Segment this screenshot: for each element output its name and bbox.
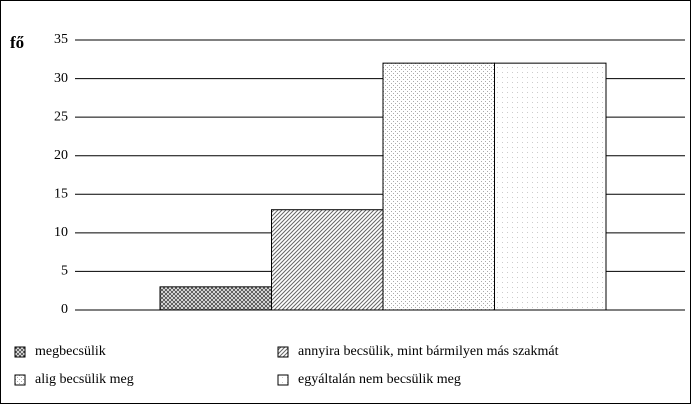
y-tick-label: 25	[54, 109, 68, 124]
y-tick-label: 20	[54, 148, 68, 163]
y-tick-label: 15	[54, 187, 68, 202]
bar	[159, 286, 272, 311]
y-tick-label: 10	[54, 225, 68, 240]
bar	[271, 209, 384, 311]
y-axis-label: fő	[10, 33, 25, 52]
legend-label: annyira becsülik, mint bármilyen más sza…	[298, 344, 559, 359]
bar	[382, 62, 495, 311]
legend-label: alig becsülik meg	[35, 372, 134, 387]
legend-swatch	[14, 374, 26, 386]
legend-label: egyáltalán nem becsülik meg	[298, 372, 461, 387]
y-tick-label: 30	[54, 71, 68, 86]
legend-label: megbecsülik	[35, 344, 106, 359]
y-tick-label: 35	[54, 32, 68, 47]
y-tick-label: 5	[61, 264, 68, 279]
legend-swatch	[277, 346, 289, 358]
legend-swatch	[14, 346, 26, 358]
bar	[494, 62, 607, 311]
legend-swatch	[277, 374, 289, 386]
y-tick-label: 0	[61, 302, 68, 317]
